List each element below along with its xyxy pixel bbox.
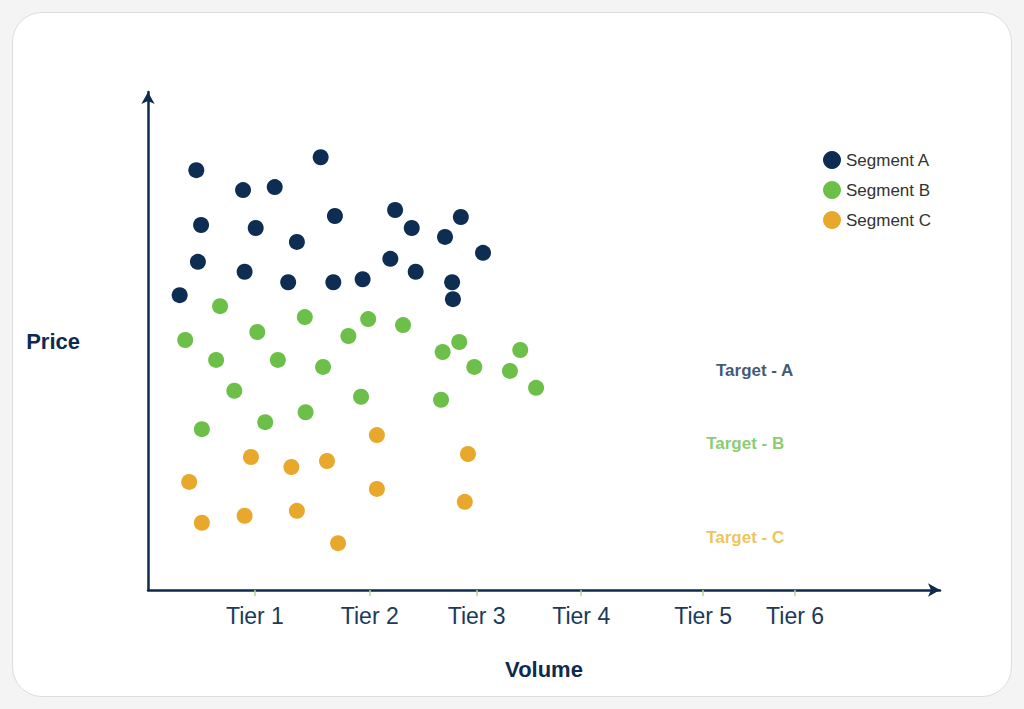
svg-text:Segment B: Segment B: [846, 181, 930, 200]
svg-text:Tier 6: Tier 6: [766, 603, 824, 629]
svg-text:Tier 2: Tier 2: [341, 603, 399, 629]
svg-text:Volume: Volume: [505, 657, 583, 682]
svg-text:Tier 3: Tier 3: [448, 603, 506, 629]
svg-text:Segment C: Segment C: [846, 211, 931, 230]
svg-text:Tier 5: Tier 5: [674, 603, 732, 629]
svg-text:Target - B: Target - B: [706, 434, 784, 453]
svg-text:Target - A: Target - A: [716, 361, 793, 380]
svg-text:Tier 4: Tier 4: [552, 603, 610, 629]
svg-text:Segment A: Segment A: [846, 151, 930, 170]
svg-text:Tier 1: Tier 1: [226, 603, 284, 629]
svg-text:Price: Price: [26, 329, 80, 354]
svg-text:Target - C: Target - C: [706, 528, 784, 547]
